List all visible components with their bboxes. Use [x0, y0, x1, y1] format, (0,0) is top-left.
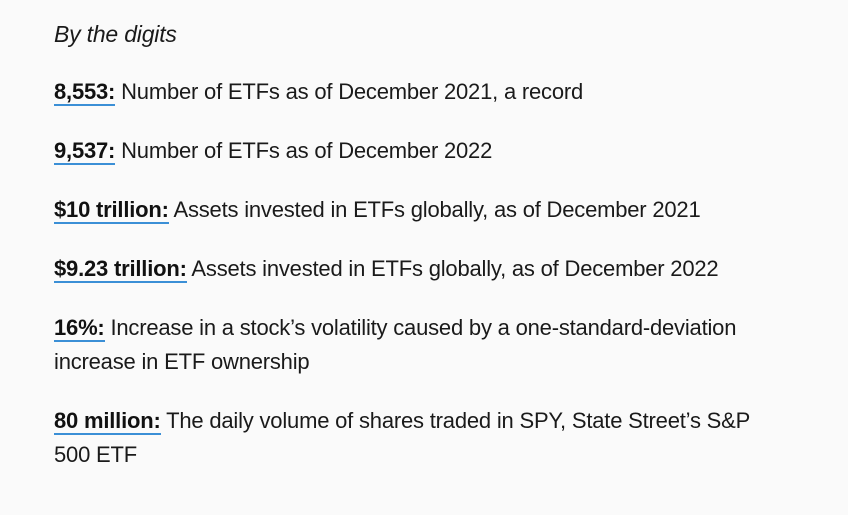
fact-stat-link[interactable]: 9,537:: [54, 138, 116, 165]
fact-item: 8,553: Number of ETFs as of December 202…: [54, 75, 814, 109]
fact-description: Number of ETFs as of December 2022: [115, 138, 493, 163]
fact-description: Assets invested in ETFs globally, as of …: [186, 256, 719, 281]
fact-item: 9,537: Number of ETFs as of December 202…: [54, 134, 814, 168]
fact-description: Number of ETFs as of December 2021, a re…: [115, 79, 584, 104]
fact-stat-link[interactable]: $10 trillion:: [54, 197, 169, 224]
by-the-digits-section: By the digits 8,553: Number of ETFs as o…: [54, 18, 814, 497]
fact-description: Assets invested in ETFs globally, as of …: [168, 197, 701, 222]
fact-item: $9.23 trillion: Assets invested in ETFs …: [54, 252, 814, 286]
fact-item: 16%: Increase in a stock’s volatility ca…: [54, 311, 744, 379]
fact-stat-link[interactable]: $9.23 trillion:: [54, 256, 187, 283]
fact-description: The daily volume of shares traded in SPY…: [54, 408, 750, 467]
fact-item: 80 million: The daily volume of shares t…: [54, 404, 784, 472]
fact-stat-link[interactable]: 8,553:: [54, 79, 116, 106]
fact-stat-link[interactable]: 80 million:: [54, 408, 161, 435]
fact-item: $10 trillion: Assets invested in ETFs gl…: [54, 193, 814, 227]
section-heading: By the digits: [54, 21, 177, 47]
fact-stat-link[interactable]: 16%:: [54, 315, 105, 342]
fact-description: Increase in a stock’s volatility caused …: [54, 315, 737, 374]
